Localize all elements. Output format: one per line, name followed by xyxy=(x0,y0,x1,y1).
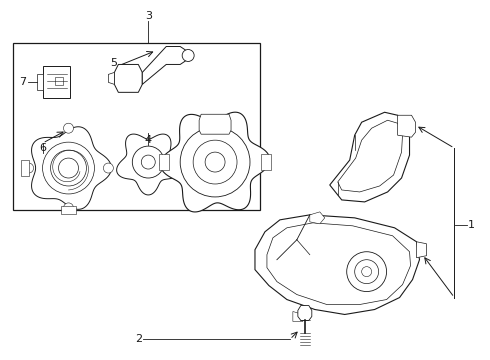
Polygon shape xyxy=(176,156,184,168)
Text: 2: 2 xyxy=(135,334,142,345)
Polygon shape xyxy=(31,127,111,209)
Bar xyxy=(13,42,260,210)
Polygon shape xyxy=(108,72,114,84)
Polygon shape xyxy=(117,134,180,195)
Polygon shape xyxy=(114,64,142,92)
Text: 3: 3 xyxy=(145,11,152,21)
Text: 1: 1 xyxy=(468,220,475,230)
Text: 4: 4 xyxy=(145,135,152,145)
Circle shape xyxy=(180,127,250,197)
Polygon shape xyxy=(261,154,271,170)
Polygon shape xyxy=(199,114,231,134)
Polygon shape xyxy=(160,112,270,212)
Circle shape xyxy=(64,203,74,213)
Polygon shape xyxy=(37,75,43,90)
Polygon shape xyxy=(310,212,325,224)
Circle shape xyxy=(64,123,74,133)
Circle shape xyxy=(50,150,86,186)
Circle shape xyxy=(347,252,387,292)
Circle shape xyxy=(24,163,34,173)
Polygon shape xyxy=(43,67,71,98)
Circle shape xyxy=(103,163,113,173)
Polygon shape xyxy=(330,112,410,202)
Polygon shape xyxy=(54,77,63,85)
Polygon shape xyxy=(142,46,186,84)
Polygon shape xyxy=(21,160,28,176)
Circle shape xyxy=(362,267,371,276)
Circle shape xyxy=(182,50,194,62)
Text: 7: 7 xyxy=(19,77,26,87)
Circle shape xyxy=(205,152,225,172)
Polygon shape xyxy=(298,306,312,320)
Circle shape xyxy=(355,260,379,284)
Polygon shape xyxy=(159,154,169,170)
Circle shape xyxy=(141,155,155,169)
Polygon shape xyxy=(255,215,419,315)
Text: 5: 5 xyxy=(110,58,117,68)
Circle shape xyxy=(193,140,237,184)
Polygon shape xyxy=(61,206,76,214)
Polygon shape xyxy=(293,311,303,321)
Circle shape xyxy=(58,158,78,178)
Circle shape xyxy=(132,146,164,178)
Polygon shape xyxy=(397,115,416,137)
Circle shape xyxy=(43,142,95,194)
Text: 6: 6 xyxy=(39,143,46,153)
Polygon shape xyxy=(416,242,426,258)
